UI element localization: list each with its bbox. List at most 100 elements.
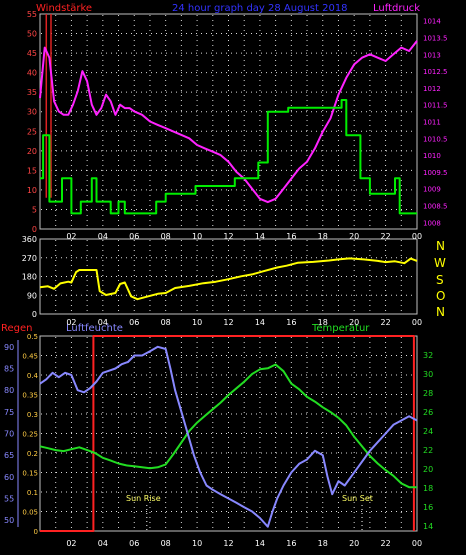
wind-y-tick-label: 20 bbox=[27, 147, 37, 156]
compass-s: S bbox=[436, 273, 444, 287]
x-tick-label: 16 bbox=[286, 318, 296, 327]
pressure-y-tick-label: 1009 bbox=[423, 186, 441, 194]
compass-o: O bbox=[436, 289, 445, 303]
pressure-y-tick-label: 1011 bbox=[423, 119, 441, 127]
x-tick-label: 18 bbox=[318, 318, 328, 327]
direction-y-tick-label: 180 bbox=[22, 273, 37, 282]
temperature-y-tick-label: 16 bbox=[423, 503, 433, 512]
x-tick-label: 02 bbox=[66, 318, 76, 327]
windstaerke-label: Windstärke bbox=[36, 3, 92, 14]
pressure-y-tick-label: 1011.5 bbox=[423, 102, 448, 110]
temperature-y-tick-label: 22 bbox=[423, 446, 433, 455]
x-tick-label: 16 bbox=[286, 539, 296, 548]
chart-title: 24 hour graph day 28 August 2018 bbox=[172, 3, 348, 14]
pressure-y-tick-label: 1013.5 bbox=[423, 35, 448, 43]
compass-labels: N W S O N bbox=[434, 239, 446, 319]
pressure-y-tick-label: 1009.5 bbox=[423, 169, 448, 177]
x-tick-label: 10 bbox=[192, 232, 202, 241]
rain-y-tick-label: 0.3 bbox=[27, 411, 38, 419]
axis-tick-labels: 02 04 06 08 10 12 14 16 18 20 22 000510152025303540… bbox=[4, 10, 448, 548]
x-tick-label: 08 bbox=[161, 232, 171, 241]
x-tick-label: 12 bbox=[223, 232, 233, 241]
humidity-y-tick-label: 80 bbox=[4, 386, 14, 395]
humidity-y-tick-label: 55 bbox=[4, 495, 14, 504]
pressure-y-tick-label: 1013 bbox=[423, 51, 441, 59]
pressure-y-tick-label: 1010.5 bbox=[423, 135, 448, 143]
humidity-line bbox=[39, 345, 418, 528]
rain-y-tick-label: 0 bbox=[34, 528, 38, 536]
temperature-y-tick-label: 30 bbox=[423, 370, 433, 379]
temperature-y-tick-label: 24 bbox=[423, 427, 433, 436]
rain-y-tick-label: 0.4 bbox=[27, 372, 39, 380]
wind-y-tick-label: 15 bbox=[27, 166, 37, 175]
wind-y-tick-label: 55 bbox=[27, 10, 37, 19]
sunrise-label: Sun Rise bbox=[126, 494, 161, 503]
temperature-y-tick-label: 26 bbox=[423, 408, 433, 417]
x-tick-label: 20 bbox=[349, 318, 359, 327]
x-tick-label: 08 bbox=[161, 318, 171, 327]
direction-y-tick-label: 270 bbox=[22, 254, 37, 263]
x-tick-label: 10 bbox=[192, 318, 202, 327]
x-tick-label: 16 bbox=[286, 232, 296, 241]
x-tick-label: 06 bbox=[129, 232, 139, 241]
temperature-y-tick-label: 32 bbox=[423, 351, 433, 360]
humidity-y-tick-label: 60 bbox=[4, 473, 14, 482]
x-tick-label: 02 bbox=[66, 539, 76, 548]
pressure-y-tick-label: 1012 bbox=[423, 85, 441, 93]
x-tick-label: 00 bbox=[412, 539, 422, 548]
x-tick-label: 12 bbox=[223, 318, 233, 327]
compass-w: W bbox=[434, 256, 446, 270]
humidity-y-tick-label: 65 bbox=[4, 451, 14, 460]
x-tick-label: 18 bbox=[318, 539, 328, 548]
temperature-line bbox=[39, 363, 417, 489]
rain-y-tick-label: 0.05 bbox=[22, 509, 38, 517]
wind-y-tick-label: 5 bbox=[32, 205, 37, 214]
x-tick-label: 12 bbox=[223, 539, 233, 548]
x-tick-label: 10 bbox=[192, 539, 202, 548]
rain-line bbox=[40, 335, 415, 532]
wind-y-tick-label: 10 bbox=[27, 186, 37, 195]
temperature-y-tick-label: 14 bbox=[423, 522, 433, 531]
temperature-y-tick-label: 18 bbox=[423, 484, 433, 493]
wind-y-tick-label: 0 bbox=[32, 225, 37, 234]
wind-y-tick-label: 25 bbox=[27, 127, 37, 136]
x-tick-label: 20 bbox=[349, 232, 359, 241]
wind-y-tick-label: 30 bbox=[27, 108, 37, 117]
rain-y-tick-label: 0.25 bbox=[22, 431, 38, 439]
rain-y-tick-label: 0.1 bbox=[27, 489, 38, 497]
wind-y-tick-label: 45 bbox=[27, 49, 37, 58]
grid-dots bbox=[41, 15, 416, 530]
rain-y-tick-label: 0.2 bbox=[27, 450, 38, 458]
x-tick-label: 06 bbox=[129, 318, 139, 327]
x-tick-label: 04 bbox=[98, 318, 108, 327]
humidity-y-tick-label: 70 bbox=[4, 430, 14, 439]
rain-y-tick-label: 0.35 bbox=[22, 392, 38, 400]
x-tick-label: 22 bbox=[380, 232, 390, 241]
direction-y-tick-label: 90 bbox=[27, 291, 37, 300]
x-tick-label: 14 bbox=[255, 232, 265, 241]
wind-speed-line bbox=[40, 99, 417, 215]
x-tick-label: 20 bbox=[349, 539, 359, 548]
panel2-frame bbox=[39, 238, 418, 315]
x-tick-label: 04 bbox=[98, 539, 108, 548]
compass-n-top: N bbox=[436, 239, 445, 253]
temperature-y-tick-label: 28 bbox=[423, 389, 433, 398]
panel1-frame bbox=[39, 13, 418, 230]
wind-y-tick-label: 50 bbox=[27, 30, 37, 39]
x-tick-label: 18 bbox=[318, 232, 328, 241]
x-tick-label: 00 bbox=[412, 318, 422, 327]
pressure-y-tick-label: 1014 bbox=[423, 18, 441, 26]
rain-y-tick-label: 0.45 bbox=[22, 353, 38, 361]
pressure-y-tick-label: 1012.5 bbox=[423, 68, 448, 76]
regen-label: Regen bbox=[1, 323, 33, 334]
x-tick-label: 08 bbox=[161, 539, 171, 548]
temperature-y-tick-label: 20 bbox=[423, 465, 433, 474]
sunset-label: Sun Set bbox=[342, 494, 373, 503]
x-tick-label: 22 bbox=[380, 318, 390, 327]
x-tick-label: 04 bbox=[98, 232, 108, 241]
pressure-y-tick-label: 1008.5 bbox=[423, 202, 448, 210]
rain-y-tick-label: 0.5 bbox=[27, 333, 38, 341]
pressure-y-tick-label: 1008 bbox=[423, 219, 441, 227]
temperatur-label: Temperatur bbox=[311, 323, 370, 334]
